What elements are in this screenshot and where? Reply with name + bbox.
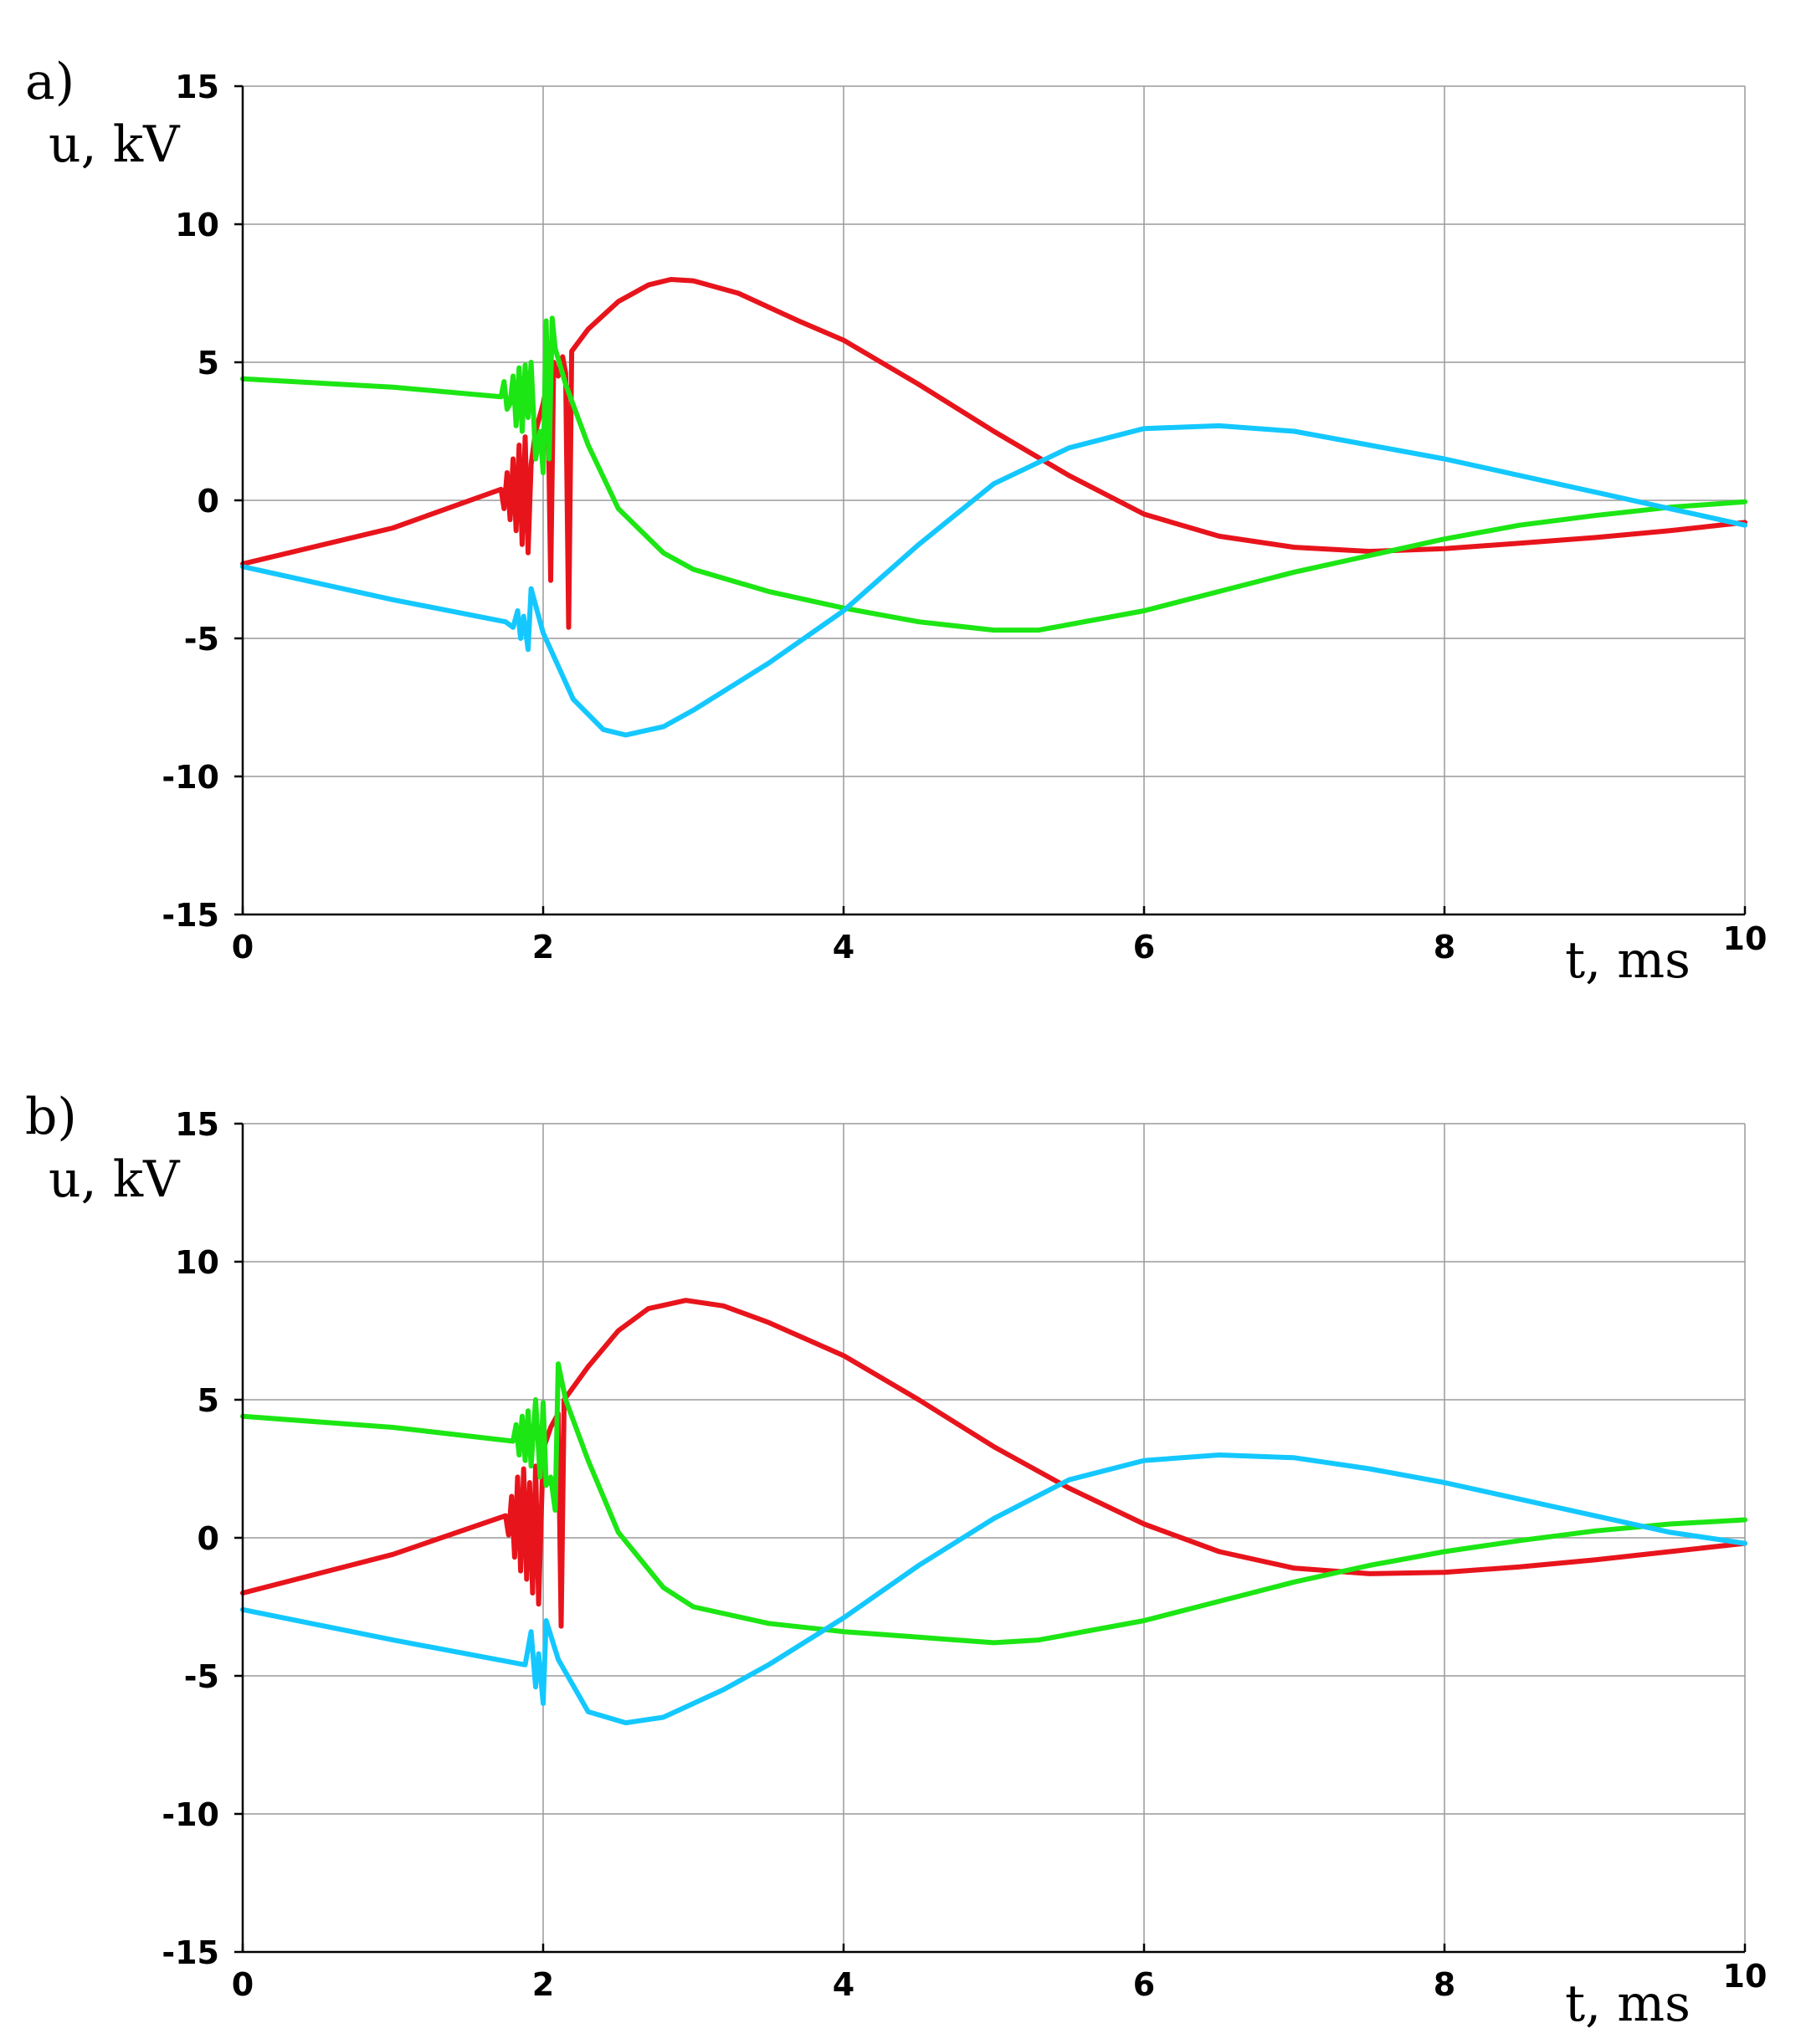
panel-b-x-tick-labels: 0 2 4 6 8 10 (232, 1958, 1768, 2003)
panel-b-x-axis-title: t, ms (1565, 1975, 1691, 2033)
panel-b-y-tick-label-15: 15 (175, 1106, 219, 1143)
panel-b-series (240, 1298, 1747, 1726)
panel-a-y-tick-label--5: -5 (184, 621, 219, 658)
panel-b-y-tick-labels: 15 10 5 0 -5 -10 -15 (162, 1106, 219, 1971)
panel-a-series-cyan (240, 423, 1747, 738)
panel-b-y-tick-label--10: -10 (162, 1796, 219, 1833)
panel-b-series-green (240, 1361, 1747, 1646)
panel-a-axes (234, 85, 1747, 916)
panel-a-x-tick-label-4: 4 (833, 929, 854, 966)
panel-b-x-tick-label-0: 0 (232, 1966, 254, 2003)
panel-a-x-tick-label-2: 2 (532, 929, 554, 966)
panel-b-y-tick-label-0: 0 (198, 1520, 219, 1557)
panel-a-x-tick-label-6: 6 (1133, 929, 1155, 966)
panel-b-x-tick-label-6: 6 (1133, 1966, 1155, 2003)
panel-b-label: b) (25, 1088, 77, 1146)
panel-b-y-tick-label-10: 10 (175, 1244, 219, 1281)
panel-b-y-tick-label--15: -15 (162, 1934, 219, 1971)
panel-b-x-tick-label-10: 10 (1723, 1958, 1768, 1995)
panel-a-x-tick-label-0: 0 (232, 929, 254, 966)
panel-a-x-tick-labels: 0 2 4 6 8 10 (232, 920, 1768, 966)
panel-a-x-tick-label-10: 10 (1723, 920, 1768, 957)
panel-a-y-tick-label--10: -10 (162, 759, 219, 796)
panel-a-y-axis-title: u, kV (49, 115, 181, 174)
panel-a-series (240, 277, 1747, 738)
panel-b-y-tick-label--5: -5 (184, 1658, 219, 1695)
panel-a-series-green (240, 315, 1747, 633)
panel-a-y-tick-label-10: 10 (175, 207, 219, 243)
panel-b-grid (242, 1123, 1746, 1953)
panel-a-y-tick-labels: 15 10 5 0 -5 -10 -15 (162, 69, 219, 934)
panel-b-x-tick-label-4: 4 (833, 1966, 854, 2003)
panel-a-y-tick-label-15: 15 (175, 69, 219, 105)
panel-a-label: a) (25, 53, 74, 111)
panel-a-y-tick-label--15: -15 (162, 897, 219, 934)
panel-b: 15 10 5 0 -5 -10 -15 0 2 4 6 8 10 b) u, kV t, ms (25, 1088, 1767, 2033)
panel-b-axes (234, 1122, 1747, 1954)
panel-a-y-tick-label-0: 0 (198, 483, 219, 520)
panel-a: 15 10 5 0 -5 -10 -15 0 2 4 6 8 10 a) u, kV t, ms (25, 53, 1767, 990)
panel-a-y-tick-label-5: 5 (198, 345, 219, 382)
panel-b-x-tick-label-8: 8 (1434, 1966, 1455, 2003)
panel-b-y-axis-title: u, kV (49, 1150, 181, 1209)
panel-b-series-cyan (240, 1452, 1747, 1726)
panel-b-y-tick-label-5: 5 (198, 1382, 219, 1419)
panel-a-x-axis-title: t, ms (1565, 931, 1691, 990)
panel-a-series-red (240, 277, 1747, 630)
panel-b-series-red (240, 1298, 1747, 1629)
panel-a-x-tick-label-8: 8 (1434, 929, 1455, 966)
panel-b-x-tick-label-2: 2 (532, 1966, 554, 2003)
